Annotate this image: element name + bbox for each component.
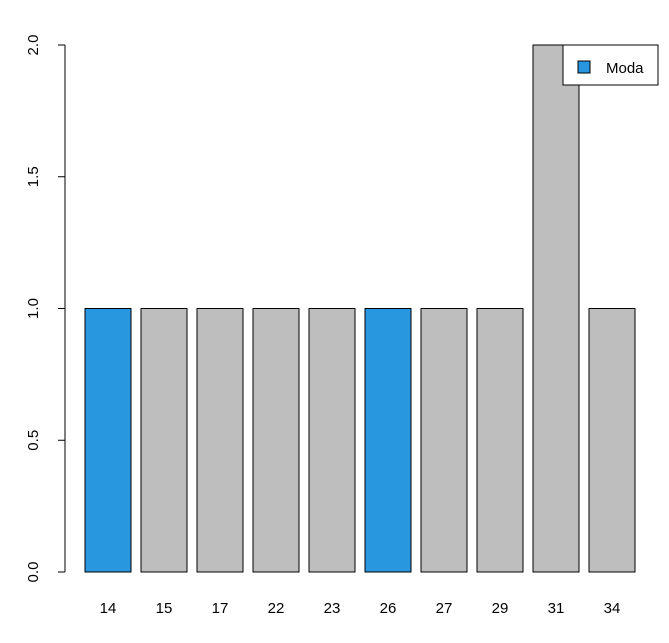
x-tick-label-34: 34 [604,600,621,617]
bar-22 [252,308,300,573]
legend-swatch-moda [577,60,591,74]
x-axis-labels: 14 15 17 22 23 26 27 29 31 34 [100,600,621,617]
x-tick-label-31: 31 [548,600,565,617]
y-tick-label: 0.0 [25,562,42,583]
y-tick-label: 1.5 [25,166,42,187]
x-tick-label-23: 23 [324,600,341,617]
x-tick-label-29: 29 [492,600,509,617]
bars-group [84,44,636,573]
x-tick-label-15: 15 [156,600,173,617]
bar-27 [420,308,468,573]
y-axis: 0.0 0.5 1.0 1.5 2.0 [25,35,66,583]
x-tick-label-26: 26 [380,600,397,617]
bar-23 [308,308,356,573]
y-tick-label: 2.0 [25,35,42,56]
x-tick-label-17: 17 [212,600,229,617]
bar-15 [140,308,188,573]
x-tick-label-22: 22 [268,600,285,617]
legend: Moda [562,44,659,86]
bar-14 [84,308,132,573]
legend-label-moda: Moda [606,60,644,77]
y-tick-label: 0.5 [25,430,42,451]
bar-34 [588,308,636,573]
x-tick-label-14: 14 [100,600,117,617]
y-tick-label: 1.0 [25,298,42,319]
bar-31 [532,44,580,573]
x-tick-label-27: 27 [436,600,453,617]
bar-17 [196,308,244,573]
bar-26 [364,308,412,573]
bar-29 [476,308,524,573]
